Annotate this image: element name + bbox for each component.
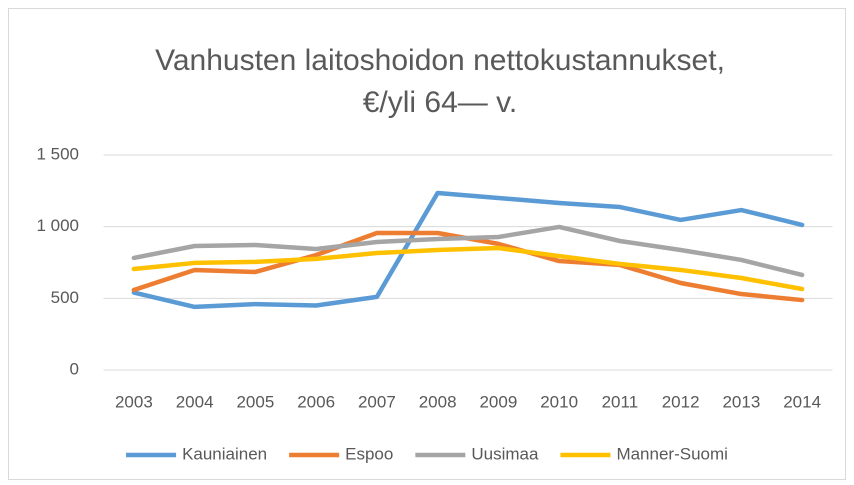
series-line <box>131 190 805 310</box>
y-tick-label: 1 000 <box>36 216 79 235</box>
x-tick-label: 2013 <box>722 392 760 411</box>
y-tick-label: 0 <box>70 359 79 378</box>
series-line <box>131 245 805 292</box>
x-tick-label: 2003 <box>115 392 153 411</box>
series-line <box>131 224 805 278</box>
y-tick-label: 500 <box>51 288 79 307</box>
x-tick-label: 2005 <box>236 392 274 411</box>
legend-label: Manner-Suomi <box>616 444 728 463</box>
x-tick-label: 2007 <box>358 392 396 411</box>
x-tick-label: 2006 <box>297 392 335 411</box>
x-tick-label: 2008 <box>419 392 457 411</box>
x-tick-label: 2004 <box>176 392 214 411</box>
legend-label: Espoo <box>345 444 393 463</box>
x-tick-label: 2010 <box>540 392 578 411</box>
x-tick-label: 2012 <box>662 392 700 411</box>
chart-border <box>8 8 846 480</box>
legend-label: Uusimaa <box>471 444 539 463</box>
x-tick-label: 2014 <box>783 392 821 411</box>
chart-title: €/yli 64— v. <box>363 86 518 119</box>
x-tick-label: 2011 <box>602 392 639 411</box>
y-tick-label: 1 500 <box>36 144 79 163</box>
legend-label: Kauniainen <box>182 444 267 463</box>
chart-title: Vanhusten laitoshoidon nettokustannukset… <box>155 44 725 77</box>
x-tick-label: 2009 <box>479 392 517 411</box>
